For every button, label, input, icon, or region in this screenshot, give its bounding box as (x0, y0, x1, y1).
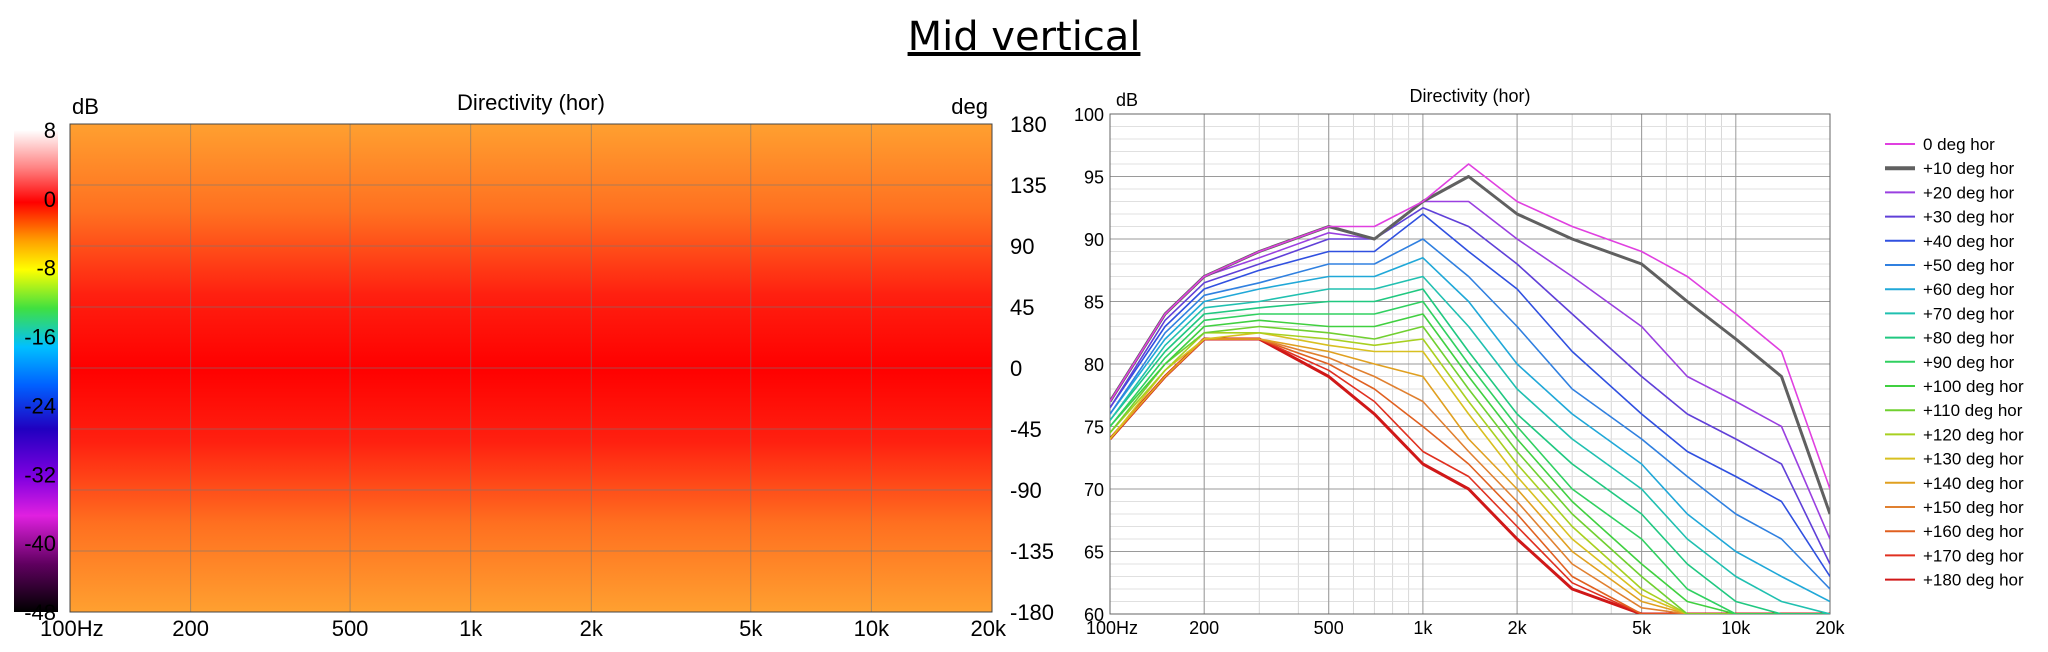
colorbar-tick-label: -8 (36, 256, 56, 281)
series-line (1110, 257, 1830, 603)
legend-label: +30 deg hor (1923, 208, 2015, 227)
legend-label: +20 deg hor (1923, 183, 2015, 202)
colorbar (14, 130, 58, 612)
legend-label: +40 deg hor (1923, 232, 2015, 251)
heatmap-x-tick-label: 200 (172, 616, 209, 641)
line-x-tick-label: 1k (1413, 618, 1433, 638)
line-x-tick-label: 10k (1721, 618, 1751, 638)
line-y-tick-label: 100 (1074, 105, 1104, 125)
line-y-axis-label: dB (1116, 90, 1138, 110)
heatmap-title: Directivity (hor) (457, 90, 605, 115)
series-line (1110, 163, 1830, 490)
line-frame (1109, 113, 1831, 615)
series-line (1110, 275, 1830, 614)
series-line (1110, 200, 1830, 540)
series-line (1110, 300, 1830, 614)
line-y-tick-label: 95 (1084, 168, 1104, 188)
line-y-tick-label: 60 (1084, 605, 1104, 625)
legend-label: +180 deg hor (1923, 571, 2024, 590)
line-x-tick-label: 5k (1632, 618, 1652, 638)
series-line (1110, 288, 1830, 614)
heatmap-x-tick-label: 20k (971, 616, 1007, 641)
legend-label: +160 deg hor (1923, 522, 2024, 541)
directivity-heatmap: 8 0 -8 -16 -24 -32 -40 -48 dB Directivity (hor) de… (14, 90, 1054, 641)
heatmap-y-tick-label: -45 (1010, 417, 1042, 442)
heatmap-x-tick-label: 10k (854, 616, 890, 641)
heatmap-x-tick-label: 500 (332, 616, 369, 641)
series-line (1110, 338, 1830, 614)
heatmap-y-tick-label: -180 (1010, 600, 1054, 625)
directivity-line-chart: Directivity (hor)dB100959085807570656010… (1074, 86, 2024, 638)
legend-label: +60 deg hor (1923, 280, 2015, 299)
heatmap-y-tick-label: -135 (1010, 539, 1054, 564)
legend-label: +120 deg hor (1923, 425, 2024, 444)
colorbar-tick-label: 0 (44, 187, 56, 212)
colorbar-tick-label: -16 (24, 325, 56, 350)
legend-label: +140 deg hor (1923, 474, 2024, 493)
legend-label: +80 deg hor (1923, 329, 2015, 348)
line-y-tick-label: 65 (1084, 543, 1104, 563)
colorbar-tick-label: -32 (24, 462, 56, 487)
line-chart-title: Directivity (hor) (1409, 86, 1530, 106)
series-line (1110, 332, 1830, 614)
line-y-tick-label: 85 (1084, 293, 1104, 313)
series-line (1110, 207, 1830, 565)
line-y-tick-label: 75 (1084, 418, 1104, 438)
series-group (1110, 163, 1830, 614)
line-x-tick-label: 20k (1815, 618, 1845, 638)
legend-label: +50 deg hor (1923, 256, 2015, 275)
series-line (1110, 332, 1830, 614)
heatmap-x-tick-label: 2k (580, 616, 604, 641)
legend-label: +90 deg hor (1923, 353, 2015, 372)
legend-label: +100 deg hor (1923, 377, 2024, 396)
heatmap-y-tick-label: 0 (1010, 356, 1022, 381)
heatmap-frame (69, 123, 993, 613)
heatmap-y-tick-label: 45 (1010, 295, 1034, 320)
heatmap-y-tick-label: 135 (1010, 173, 1047, 198)
series-line (1110, 213, 1830, 577)
heatmap-x-tick-label: 1k (459, 616, 483, 641)
colorbar-tick-label: 8 (44, 118, 56, 143)
page-title: Mid vertical (907, 14, 1141, 60)
line-y-tick-label: 80 (1084, 355, 1104, 375)
series-line (1110, 325, 1830, 614)
legend-label: +130 deg hor (1923, 450, 2024, 469)
colorbar-tick-label: -24 (24, 393, 56, 418)
legend-label: +150 deg hor (1923, 498, 2024, 517)
heatmap-x-tick-label: 5k (739, 616, 763, 641)
legend-label: +10 deg hor (1923, 159, 2015, 178)
heatmap-y-tick-label: -90 (1010, 478, 1042, 503)
colorbar-unit-label: dB (72, 94, 99, 119)
colorbar-tick-label: -40 (24, 531, 56, 556)
heatmap-y-unit: deg (951, 94, 988, 119)
series-line (1110, 238, 1830, 590)
heatmap-x-tick-label: 100Hz (40, 616, 104, 641)
line-y-tick-label: 90 (1084, 230, 1104, 250)
legend-label: +70 deg hor (1923, 304, 2015, 323)
heatmap-y-tick-label: 180 (1010, 112, 1047, 137)
legend-label: 0 deg hor (1923, 135, 1995, 154)
line-x-tick-label: 100Hz (1086, 618, 1138, 638)
line-x-tick-label: 500 (1314, 618, 1344, 638)
line-x-tick-label: 200 (1189, 618, 1219, 638)
legend-label: +170 deg hor (1923, 546, 2024, 565)
heatmap-y-tick-label: 90 (1010, 234, 1034, 259)
colorbar-tick-label: -48 (24, 600, 56, 625)
line-y-tick-label: 70 (1084, 480, 1104, 500)
line-x-tick-label: 2k (1508, 618, 1528, 638)
legend-label: +110 deg hor (1923, 401, 2023, 420)
series-line (1110, 313, 1830, 614)
